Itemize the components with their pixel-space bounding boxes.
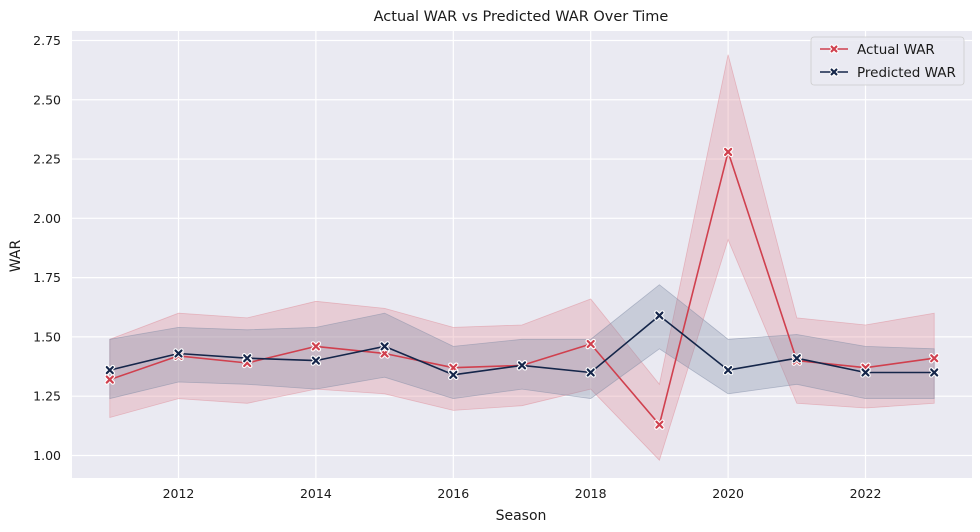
legend-marker bbox=[829, 67, 839, 77]
data-point-0 bbox=[448, 362, 459, 373]
data-point-0 bbox=[585, 338, 596, 350]
data-point-0 bbox=[654, 419, 665, 430]
chart-title: Actual WAR vs Predicted WAR Over Time bbox=[374, 9, 669, 25]
y-tick-label: 2.50 bbox=[33, 92, 61, 107]
data-point-0 bbox=[379, 348, 390, 359]
x-tick-label: 2014 bbox=[300, 486, 332, 501]
x-axis-ticks: 2012 2014 2016 2018 2020 2022 bbox=[163, 486, 882, 501]
data-point-1 bbox=[516, 360, 528, 371]
y-tick-label: 1.25 bbox=[33, 389, 61, 404]
data-point-1 bbox=[448, 369, 459, 381]
data-point-0 bbox=[310, 341, 322, 352]
data-point-0 bbox=[722, 146, 734, 158]
legend-label: Actual WAR bbox=[857, 42, 935, 58]
y-tick-label: 2.75 bbox=[33, 33, 61, 48]
y-tick-label: 1.75 bbox=[33, 270, 61, 285]
y-tick-label: 2.25 bbox=[33, 152, 61, 167]
legend: Actual WAR Predicted WAR bbox=[810, 36, 965, 86]
x-tick-label: 2020 bbox=[712, 486, 744, 501]
legend-marker bbox=[829, 44, 839, 54]
y-tick-label: 2.00 bbox=[33, 211, 61, 226]
data-point-1 bbox=[929, 367, 940, 378]
data-point-1 bbox=[379, 341, 390, 352]
data-point-1 bbox=[173, 348, 184, 359]
data-point-1 bbox=[310, 355, 322, 366]
y-tick-label: 1.50 bbox=[33, 329, 61, 344]
data-point-1 bbox=[585, 367, 596, 378]
x-tick-label: 2018 bbox=[575, 486, 607, 501]
legend-item: Actual WAR bbox=[820, 42, 935, 58]
plot-area bbox=[72, 31, 972, 478]
x-axis-label: Season bbox=[496, 508, 547, 524]
x-tick-label: 2016 bbox=[437, 486, 469, 501]
data-point-0 bbox=[104, 374, 115, 385]
data-point-1 bbox=[791, 353, 803, 364]
y-axis-label: WAR bbox=[8, 240, 24, 273]
data-point-1 bbox=[860, 367, 871, 378]
x-tick-label: 2012 bbox=[163, 486, 195, 501]
data-point-0 bbox=[929, 353, 940, 364]
data-point-1 bbox=[654, 310, 665, 321]
y-tick-label: 1.00 bbox=[33, 448, 61, 463]
legend-label: Predicted WAR bbox=[857, 65, 956, 81]
series-markers bbox=[104, 146, 940, 430]
legend-box bbox=[810, 36, 965, 86]
data-point-1 bbox=[104, 364, 115, 376]
data-point-1 bbox=[722, 364, 734, 376]
y-axis-ticks: 1.00 1.25 1.50 1.75 2.00 2.25 2.50 2.75 bbox=[33, 33, 61, 463]
legend-item: Predicted WAR bbox=[820, 65, 956, 81]
x-tick-label: 2022 bbox=[850, 486, 882, 501]
data-point-1 bbox=[241, 353, 253, 364]
